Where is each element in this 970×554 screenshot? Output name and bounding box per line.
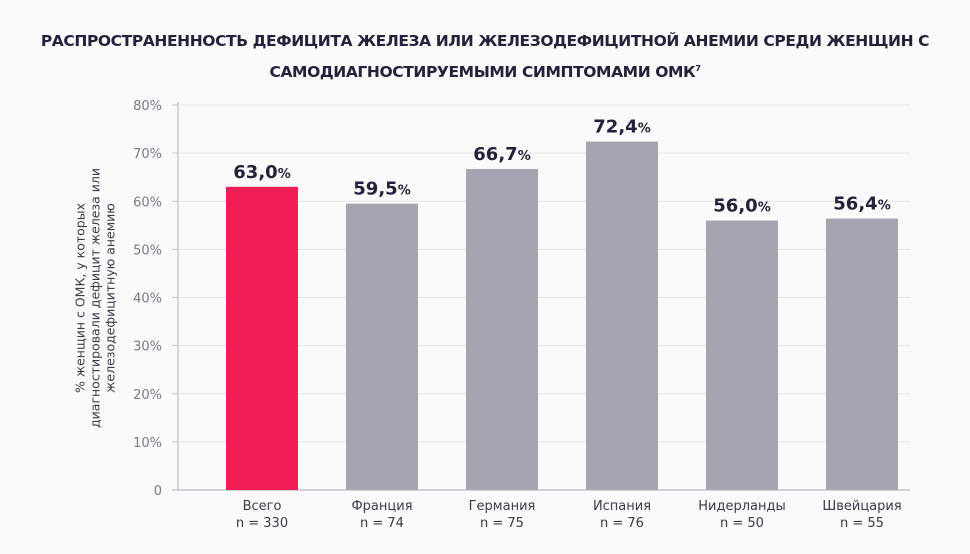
- y-tick-label: 40%: [133, 292, 162, 307]
- x-tick-label: Нидерланды: [698, 499, 786, 514]
- y-tick-label: 50%: [133, 243, 162, 258]
- x-tick-label: Всего: [243, 499, 282, 514]
- sample-size-label: n = 76: [600, 516, 644, 531]
- data-label: 72,4%: [593, 117, 650, 138]
- y-tick-label: 30%: [133, 340, 162, 355]
- data-label: 66,7%: [473, 144, 530, 165]
- bar: [346, 203, 418, 490]
- x-tick-label: Германия: [469, 499, 536, 514]
- x-tick-label: Швейцария: [822, 499, 901, 514]
- bar: [706, 220, 778, 490]
- sample-size-label: n = 50: [720, 516, 764, 531]
- y-tick-label: 80%: [133, 99, 162, 114]
- y-tick-label: 60%: [133, 195, 162, 210]
- bar: [226, 186, 298, 490]
- x-tick-label: Испания: [593, 499, 651, 514]
- sample-size-label: n = 75: [480, 516, 524, 531]
- data-label: 56,4%: [833, 194, 890, 215]
- bar: [586, 141, 658, 490]
- data-label: 59,5%: [353, 179, 410, 200]
- y-tick-label: 10%: [133, 436, 162, 451]
- x-tick-label: Франция: [351, 499, 412, 514]
- sample-size-label: n = 55: [840, 516, 884, 531]
- data-label: 56,0%: [713, 196, 770, 217]
- sample-size-label: n = 330: [236, 516, 288, 531]
- bar: [466, 169, 538, 490]
- sample-size-label: n = 74: [360, 516, 404, 531]
- data-label: 63,0%: [233, 162, 290, 183]
- y-tick-label: 0: [154, 484, 162, 499]
- y-tick-label: 70%: [133, 147, 162, 162]
- y-tick-label: 20%: [133, 388, 162, 403]
- chart-title: РАСПРОСТРАНЕННОСТЬ ДЕФИЦИТА ЖЕЛЕЗА ИЛИ Ж…: [40, 32, 930, 82]
- bar: [826, 218, 898, 490]
